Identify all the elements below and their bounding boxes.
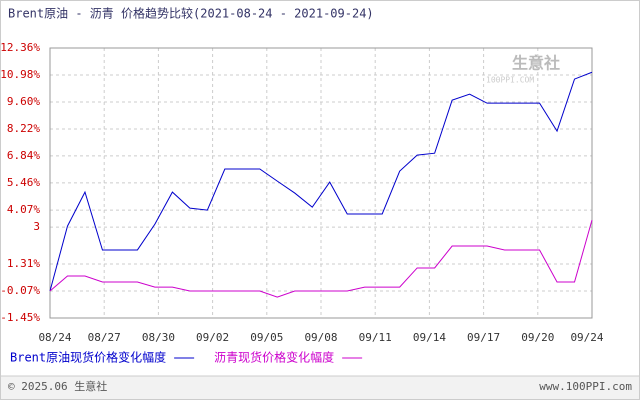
logo-site: 100PPI.COM bbox=[486, 76, 534, 85]
x-tick-label: 08/30 bbox=[142, 331, 175, 344]
legend-label: 沥青现货价格变化幅度 bbox=[214, 350, 334, 365]
y-tick-label: 4.07% bbox=[7, 203, 40, 216]
y-tick-label: -0.07% bbox=[0, 284, 40, 297]
y-tick-label: -1.45% bbox=[0, 311, 40, 324]
legend-label: Brent原油现货价格变化幅度 bbox=[10, 350, 166, 365]
x-tick-label: 09/11 bbox=[359, 331, 392, 344]
series-line bbox=[49, 71, 593, 292]
x-tick-label: 09/20 bbox=[521, 331, 554, 344]
y-tick-label: 10.98% bbox=[0, 68, 40, 81]
x-tick-label: 09/08 bbox=[304, 331, 337, 344]
chart-title: Brent原油 - 沥青 价格趋势比较(2021-08-24 - 2021-09… bbox=[8, 6, 374, 21]
y-tick-label: 9.60% bbox=[7, 95, 40, 108]
y-tick-label: 1.31% bbox=[7, 257, 40, 270]
x-tick-label: 08/24 bbox=[38, 331, 71, 344]
y-tick-label: 5.46% bbox=[7, 176, 40, 189]
y-tick-label: 12.36% bbox=[0, 41, 40, 54]
series-line bbox=[49, 219, 593, 298]
footer-bar bbox=[1, 376, 639, 399]
x-tick-label: 09/02 bbox=[196, 331, 229, 344]
footer-copyright: © 2025.06 生意社 bbox=[8, 379, 107, 393]
y-tick-label: 6.84% bbox=[7, 149, 40, 162]
x-tick-label: 09/14 bbox=[413, 331, 446, 344]
x-tick-label: 08/27 bbox=[88, 331, 121, 344]
x-tick-label: 09/05 bbox=[250, 331, 283, 344]
x-tick-label: 09/24 bbox=[570, 331, 603, 344]
logo-name: 生意社 bbox=[512, 54, 560, 73]
footer-url: www.100PPI.com bbox=[539, 380, 632, 393]
y-tick-label: 3 bbox=[33, 220, 40, 233]
x-tick-label: 09/17 bbox=[467, 331, 500, 344]
plot-border bbox=[49, 47, 593, 319]
y-tick-label: 8.22% bbox=[7, 122, 40, 135]
